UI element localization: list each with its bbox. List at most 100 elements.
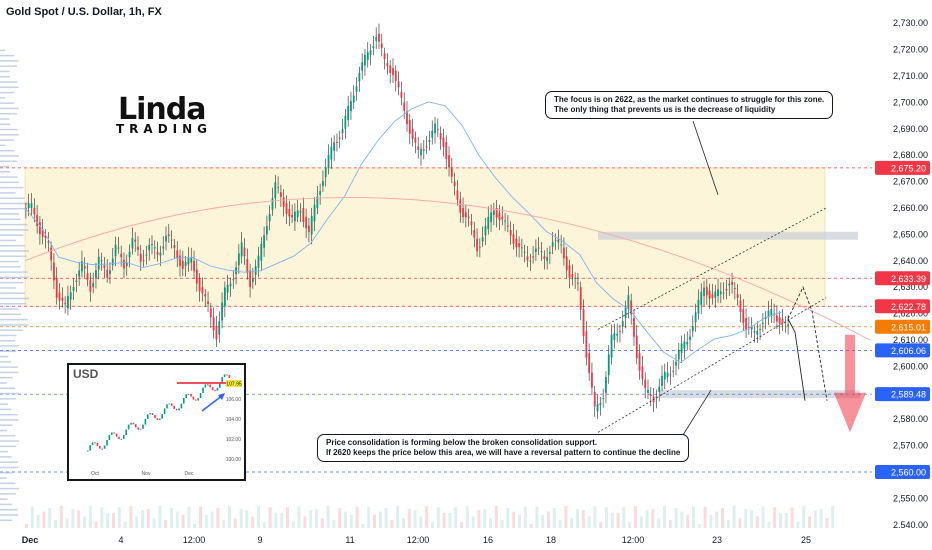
candle-body bbox=[27, 203, 30, 208]
annotation-top[interactable]: The focus is on 2622, as the market cont… bbox=[545, 91, 834, 119]
candle-body bbox=[428, 140, 431, 142]
annotation-bottom[interactable]: Price consolidation is forming below the… bbox=[317, 434, 690, 462]
y-tick-label: 2,700.00 bbox=[893, 97, 928, 107]
volume-profile-bar bbox=[0, 297, 29, 300]
inset-x-label: Dec bbox=[185, 471, 194, 477]
candle-body bbox=[400, 91, 403, 98]
x-tick-label: 12:00 bbox=[183, 535, 206, 545]
volume-profile-bar bbox=[0, 329, 23, 331]
candle-body bbox=[425, 146, 428, 148]
volume-bar bbox=[622, 507, 626, 528]
volume-bar bbox=[750, 510, 753, 528]
volume-profile-bar bbox=[0, 250, 29, 252]
x-tick-label: 25 bbox=[801, 535, 811, 545]
volume-profile-bar bbox=[0, 112, 17, 115]
candle-body bbox=[546, 256, 549, 261]
volume-profile-bar bbox=[0, 266, 21, 268]
volume-profile-bar bbox=[0, 107, 19, 110]
volume-bar bbox=[94, 522, 98, 528]
candle-body bbox=[487, 216, 490, 230]
candle-body bbox=[436, 128, 439, 130]
candle-body bbox=[372, 46, 375, 48]
candle-body bbox=[327, 154, 330, 169]
candle-body bbox=[100, 260, 103, 262]
inset-candle bbox=[221, 377, 223, 383]
candle-body bbox=[630, 300, 633, 315]
volume-profile-bar bbox=[0, 260, 19, 263]
candle-body bbox=[641, 366, 644, 380]
volume-bar bbox=[48, 508, 52, 528]
candle-body bbox=[181, 260, 184, 269]
inset-candle bbox=[151, 413, 154, 415]
volume-profile-bar bbox=[0, 445, 17, 448]
volume-bar bbox=[384, 508, 388, 528]
volume-bar bbox=[112, 513, 115, 528]
candle-body bbox=[389, 65, 392, 73]
candle-body bbox=[781, 318, 784, 324]
candle-body bbox=[263, 235, 265, 248]
volume-bar bbox=[825, 518, 829, 528]
candle-body bbox=[170, 239, 173, 241]
time-axis[interactable] bbox=[0, 528, 932, 550]
y-tick-label: 2,670.00 bbox=[893, 177, 928, 187]
volume-bar bbox=[436, 507, 440, 528]
candle-body bbox=[658, 386, 661, 392]
inset-candle bbox=[108, 434, 111, 440]
candle-body bbox=[484, 225, 487, 236]
volume-bar bbox=[547, 511, 550, 528]
volume-profile-bar bbox=[0, 503, 12, 506]
volume-bar bbox=[286, 507, 289, 528]
volume-profile-bar bbox=[0, 128, 18, 131]
candle-body bbox=[700, 291, 703, 305]
candle-body bbox=[265, 226, 268, 235]
candle-body bbox=[560, 244, 563, 246]
volume-bar bbox=[674, 508, 678, 528]
candle-body bbox=[739, 300, 742, 312]
candle-body bbox=[338, 137, 341, 139]
volume-bar bbox=[587, 516, 591, 528]
volume-profile-bar bbox=[0, 482, 16, 485]
candle-body bbox=[167, 234, 170, 237]
candle-body bbox=[551, 242, 554, 247]
inset-y-label: 102.00 bbox=[226, 437, 242, 443]
inset-candle bbox=[101, 448, 103, 450]
volume-bar bbox=[645, 510, 649, 528]
candle-body bbox=[184, 262, 187, 267]
volume-profile-bar bbox=[0, 276, 29, 279]
volume-bar bbox=[170, 508, 173, 528]
volume-bar bbox=[767, 522, 771, 528]
price-level-label: 2,589.48 bbox=[891, 390, 926, 400]
volume-profile-bar bbox=[0, 255, 27, 258]
volume-profile-bar bbox=[0, 239, 16, 242]
volume-bar bbox=[494, 506, 498, 528]
inset-title: USD bbox=[73, 367, 99, 381]
candle-body bbox=[478, 246, 481, 248]
volume-bar bbox=[715, 511, 719, 528]
candle-body bbox=[282, 197, 285, 207]
inset-candle bbox=[144, 418, 147, 425]
volume-profile-bar bbox=[0, 324, 29, 326]
volume-bar bbox=[390, 520, 394, 528]
inset-last-price: 107.95 bbox=[226, 382, 242, 388]
candle-body bbox=[775, 315, 778, 322]
volume-bar bbox=[117, 507, 121, 528]
candle-body bbox=[232, 279, 235, 281]
candle-body bbox=[333, 142, 336, 151]
candle-body bbox=[280, 192, 282, 197]
candle-body bbox=[78, 270, 81, 277]
inset-candle bbox=[183, 397, 185, 404]
candle-body bbox=[123, 259, 125, 269]
volume-profile-bar bbox=[0, 350, 17, 353]
candle-body bbox=[316, 196, 319, 208]
candle-body bbox=[610, 334, 613, 358]
volume-bar bbox=[42, 511, 46, 528]
volume-bar bbox=[262, 522, 266, 528]
volume-profile-bar bbox=[0, 202, 29, 205]
candle-body bbox=[58, 292, 61, 301]
candle-body bbox=[369, 50, 372, 55]
volume-profile-bar bbox=[0, 60, 19, 62]
price-level-label-bg bbox=[875, 343, 930, 358]
inset-candle bbox=[147, 414, 149, 419]
volume-bar bbox=[239, 509, 243, 528]
